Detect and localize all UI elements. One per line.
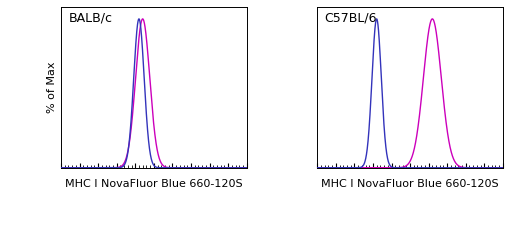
X-axis label: MHC I NovaFluor Blue 660-120S: MHC I NovaFluor Blue 660-120S [321, 179, 499, 189]
Y-axis label: % of Max: % of Max [47, 62, 57, 113]
X-axis label: MHC I NovaFluor Blue 660-120S: MHC I NovaFluor Blue 660-120S [65, 179, 243, 189]
Text: BALB/c: BALB/c [69, 12, 112, 25]
Text: C57BL/6: C57BL/6 [325, 12, 377, 25]
